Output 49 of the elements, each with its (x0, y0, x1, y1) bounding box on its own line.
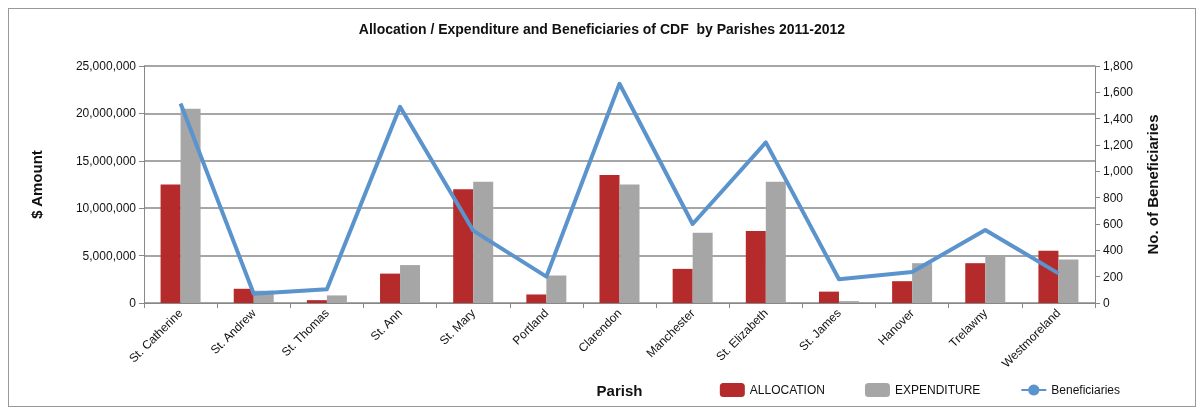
line-series (178, 81, 1061, 296)
bar (1038, 250, 1059, 303)
y-axis-title: $ Amount (28, 150, 45, 219)
y2-tick-label: 1,400 (1103, 111, 1134, 126)
bar (619, 184, 640, 303)
y-tick-label: 25,000,000 (75, 59, 137, 73)
y-tick-label: 15,000,000 (75, 153, 137, 168)
bar (745, 230, 766, 303)
bar (692, 232, 713, 303)
bar (818, 291, 839, 303)
bar (965, 263, 986, 303)
y2-tick-label: 200 (1103, 269, 1124, 284)
y-tick-label: 0 (129, 296, 137, 310)
y-tick-label: 5,000,000 (82, 248, 137, 263)
y2-tick-label: 1,200 (1103, 138, 1134, 152)
bar (892, 281, 913, 303)
bar (1058, 259, 1079, 303)
bar (546, 275, 567, 303)
bar (985, 256, 1006, 303)
bar (912, 263, 933, 303)
bar (306, 300, 327, 303)
legend-label: EXPENDITURE (894, 383, 981, 397)
y2-axis-title: No. of Beneficiaries (1144, 114, 1161, 255)
bar (326, 295, 347, 303)
y-tick-label: 10,000,000 (75, 201, 137, 216)
x-tick-label: St. Ann (367, 306, 405, 344)
bar (180, 108, 201, 303)
y-tick-label: 20,000,000 (75, 106, 137, 121)
x-axis-title: Parish (596, 382, 643, 399)
y2-tick-label: 1,000 (1103, 164, 1134, 179)
bar (765, 181, 786, 303)
bar (473, 181, 494, 303)
bar (160, 184, 181, 303)
y2-tick-label: 1,800 (1103, 59, 1134, 73)
y2-tick-label: 1,600 (1103, 85, 1134, 100)
y2-tick-label: 600 (1103, 217, 1124, 231)
bar (400, 265, 421, 303)
bar (453, 189, 474, 303)
chart-title: Allocation / Expenditure and Beneficiaries of CDF by Parishes 2011-2012 (358, 21, 846, 37)
bar (672, 268, 693, 303)
y2-tick-label: 0 (1103, 296, 1110, 310)
bar (233, 288, 254, 303)
bar (599, 175, 620, 303)
bar (526, 294, 547, 303)
y2-tick-label: 800 (1103, 190, 1124, 205)
legend-label: ALLOCATION (749, 383, 825, 397)
bar (380, 273, 401, 303)
legend-label: Beneficiaries (1051, 383, 1120, 397)
y2-tick-label: 400 (1103, 243, 1124, 258)
